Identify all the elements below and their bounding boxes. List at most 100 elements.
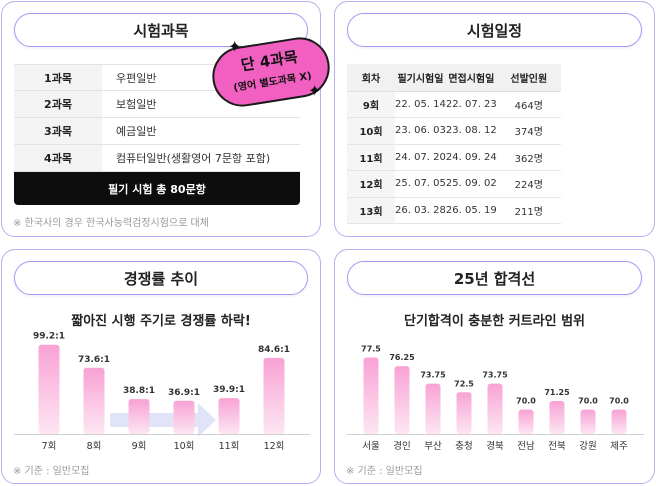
chart-bar [611, 409, 627, 434]
quota-cell: 224명 [496, 170, 561, 198]
category-label: 충청 [455, 441, 472, 452]
category-label: 서울 [362, 441, 380, 452]
data-label: 84.6:1 [258, 345, 290, 355]
pass-note: ※ 기준 : 일반모집 [346, 466, 423, 477]
subject-label: 3과목 [14, 118, 102, 144]
data-label: 70.0 [609, 397, 629, 406]
category-label: 7회 [42, 441, 57, 452]
schedule-card: 시험일정 회차 필기시험일 면접시험일 선발인원 9회 22. 05. 14 2… [334, 1, 655, 237]
subject-value: 예금일반 [116, 125, 157, 138]
category-label: 경인 [393, 440, 410, 452]
data-label: 70.0 [516, 397, 536, 406]
subject-row: 2과목 보험일반 [14, 91, 300, 118]
subject-label: 4과목 [14, 145, 102, 171]
chart-bar [173, 400, 195, 434]
subject-row: 1과목 우편일반 [14, 64, 300, 91]
table-row: 13회 26. 03. 28 26. 05. 19 211명 [347, 197, 561, 224]
category-label: 12회 [264, 441, 285, 452]
sparkle-icon: ✦ [308, 81, 322, 100]
chart-bar [394, 366, 410, 434]
schedule-header: 회차 [347, 64, 395, 92]
chart-bar [83, 367, 105, 434]
data-label: 99.2:1 [33, 332, 65, 342]
data-label: 72.5 [454, 379, 474, 388]
written-date-cell: 26. 03. 28 [395, 197, 446, 224]
written-date-cell: 22. 05. 14 [395, 91, 446, 118]
schedule-header: 선발인원 [496, 64, 561, 92]
chart-bar [38, 344, 60, 434]
subject-value: 우편일반 [116, 71, 157, 85]
schedule-header-row: 회차 필기시험일 면접시험일 선발인원 [347, 64, 561, 92]
interview-date-cell: 26. 05. 19 [445, 197, 497, 224]
category-label: 8회 [87, 441, 102, 452]
interview-date-cell: 25. 09. 02 [445, 170, 497, 198]
competition-title: 경쟁률 추이 [14, 261, 308, 295]
chart-bar [518, 409, 534, 434]
written-date-cell: 24. 07. 20 [395, 144, 446, 171]
subjects-card: 시험과목 1과목 우편일반 2과목 보험일반 3과목 예금일반 4과목 컴퓨터일… [1, 1, 334, 237]
chart-bar [263, 357, 285, 434]
category-label: 강원 [579, 441, 596, 452]
subjects-title: 시험과목 [14, 13, 308, 47]
data-label: 38.8:1 [123, 386, 155, 396]
table-row: 11회 24. 07. 20 24. 09. 24 362명 [347, 144, 561, 171]
pass-chart: 77.5 서울 76.25 경인 73.75 부산 72.5 충청 73.75 경북 70.0 전남 7… [347, 344, 644, 452]
round-cell: 10회 [347, 117, 395, 145]
category-label: 전남 [517, 441, 535, 452]
subjects-table: 1과목 우편일반 2과목 보험일반 3과목 예금일반 4과목 컴퓨터일반(생활영… [14, 64, 300, 205]
category-label: 9회 [132, 441, 147, 452]
chart-bar [218, 398, 240, 434]
category-label: 10회 [174, 441, 195, 452]
chart-bar [363, 357, 379, 434]
subject-value: 보험일반 [116, 98, 157, 111]
data-label: 71.25 [544, 388, 570, 397]
competition-chart: 99.2:1 7회 73.6:1 8회 38.8:1 9회 36.9:1 10회 39.9:1 1… [14, 332, 310, 452]
subject-value: 컴퓨터일반(생활영어 7문항 포함) [116, 152, 271, 165]
table-row: 12회 25. 07. 05 25. 09. 02 224명 [347, 170, 561, 198]
competition-card: 경쟁률 추이 짧아진 시행 주기로 경쟁률 하락! 99.2:1 7회 73.6:1… [1, 249, 321, 484]
competition-note: ※ 기준 : 일반모집 [13, 466, 90, 477]
category-label: 부산 [424, 441, 442, 452]
chart-bar [425, 383, 441, 434]
schedule-header: 필기시험일 [395, 64, 446, 92]
chart-bar [128, 399, 150, 434]
interview-date-cell: 24. 09. 24 [445, 144, 497, 171]
data-label: 73.6:1 [78, 355, 110, 365]
round-cell: 13회 [347, 197, 395, 224]
category-label: 제주 [610, 441, 628, 452]
chart-bar [549, 400, 565, 434]
written-date-cell: 25. 07. 05 [395, 170, 446, 198]
interview-date-cell: 23. 08. 12 [445, 117, 497, 145]
quota-cell: 211명 [496, 197, 561, 224]
round-cell: 9회 [347, 91, 395, 118]
data-label: 39.9:1 [213, 385, 245, 395]
competition-subtitle: 짧아진 시행 주기로 경쟁률 하락! [71, 314, 251, 329]
category-label: 경북 [486, 440, 504, 452]
data-label: 73.75 [482, 371, 508, 380]
subjects-note: ※ 한국사의 경우 한국사능력검정시험으로 대체 [13, 218, 209, 229]
subject-label: 2과목 [14, 91, 102, 117]
subject-row: 3과목 예금일반 [14, 118, 300, 145]
subject-label: 1과목 [14, 65, 102, 90]
written-date-cell: 23. 06. 03 [395, 117, 446, 145]
pass-subtitle: 단기합격이 충분한 커트라인 범위 [403, 314, 586, 329]
pass-card: 25년 합격선 단기합격이 충분한 커트라인 범위 77.5 서울 76.25 경인 7… [334, 249, 655, 484]
data-label: 76.25 [389, 353, 415, 362]
schedule-title: 시험일정 [347, 13, 642, 47]
table-row: 9회 22. 05. 14 22. 07. 23 464명 [347, 91, 561, 118]
chart-bar [580, 409, 596, 434]
data-label: 73.75 [420, 371, 446, 380]
schedule-header: 면접시험일 [445, 64, 497, 92]
sparkle-icon: ✦ [228, 37, 242, 56]
quota-cell: 374명 [496, 117, 561, 145]
category-label: 전북 [548, 441, 566, 452]
subjects-total: 필기 시험 총 80문항 [14, 172, 300, 205]
table-row: 10회 23. 06. 03 23. 08. 12 374명 [347, 117, 561, 145]
round-cell: 12회 [347, 170, 395, 198]
subject-row: 4과목 컴퓨터일반(생활영어 7문항 포함) [14, 145, 300, 172]
pass-title: 25년 합격선 [347, 261, 642, 295]
schedule-table: 회차 필기시험일 면접시험일 선발인원 9회 22. 05. 14 22. 07… [347, 64, 561, 224]
quota-cell: 362명 [496, 144, 561, 171]
category-label: 11회 [219, 441, 240, 452]
chart-bar [456, 392, 472, 434]
